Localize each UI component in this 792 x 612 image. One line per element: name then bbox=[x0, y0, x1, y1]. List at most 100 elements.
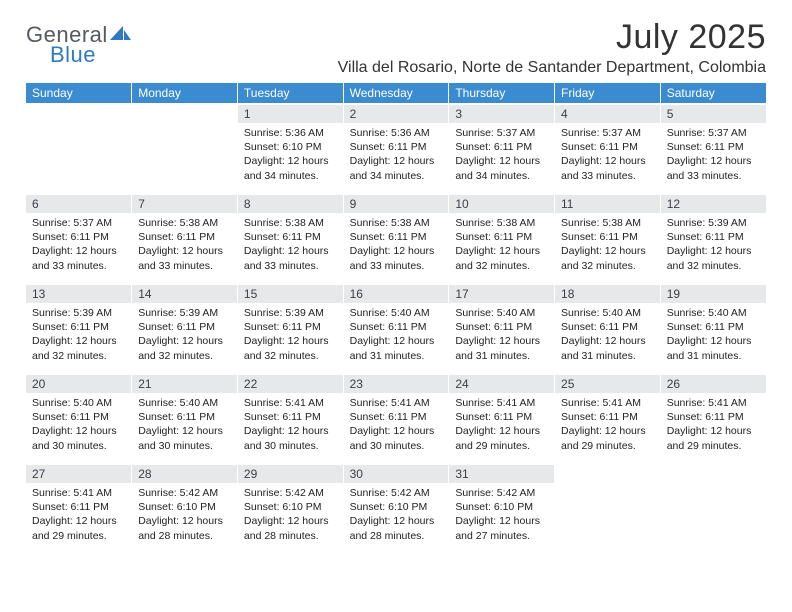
day-details: Sunrise: 5:36 AMSunset: 6:10 PMDaylight:… bbox=[238, 123, 343, 187]
daylight-text: Daylight: 12 hours and 32 minutes. bbox=[667, 244, 760, 272]
sunrise-text: Sunrise: 5:39 AM bbox=[32, 306, 125, 320]
sunrise-text: Sunrise: 5:40 AM bbox=[138, 396, 231, 410]
day-details: Sunrise: 5:40 AMSunset: 6:11 PMDaylight:… bbox=[449, 303, 554, 367]
calendar-page: General Blue July 2025 Villa del Rosario… bbox=[0, 0, 792, 554]
sunrise-text: Sunrise: 5:38 AM bbox=[244, 216, 337, 230]
daylight-text: Daylight: 12 hours and 32 minutes. bbox=[244, 334, 337, 362]
calendar-day-cell: 10Sunrise: 5:38 AMSunset: 6:11 PMDayligh… bbox=[449, 194, 555, 284]
day-details: Sunrise: 5:38 AMSunset: 6:11 PMDaylight:… bbox=[344, 213, 449, 277]
daylight-text: Daylight: 12 hours and 34 minutes. bbox=[350, 154, 443, 182]
day-number: 29 bbox=[238, 465, 343, 483]
day-details: Sunrise: 5:41 AMSunset: 6:11 PMDaylight:… bbox=[238, 393, 343, 457]
daylight-text: Daylight: 12 hours and 33 minutes. bbox=[138, 244, 231, 272]
sunset-text: Sunset: 6:11 PM bbox=[32, 500, 125, 514]
sunset-text: Sunset: 6:11 PM bbox=[32, 230, 125, 244]
sunset-text: Sunset: 6:11 PM bbox=[667, 410, 760, 424]
day-number: 31 bbox=[449, 465, 554, 483]
sunrise-text: Sunrise: 5:37 AM bbox=[32, 216, 125, 230]
daylight-text: Daylight: 12 hours and 33 minutes. bbox=[244, 244, 337, 272]
day-number: 16 bbox=[344, 285, 449, 303]
day-details: Sunrise: 5:41 AMSunset: 6:11 PMDaylight:… bbox=[661, 393, 766, 457]
calendar-week-row: 13Sunrise: 5:39 AMSunset: 6:11 PMDayligh… bbox=[26, 284, 766, 374]
daylight-text: Daylight: 12 hours and 30 minutes. bbox=[32, 424, 125, 452]
daylight-text: Daylight: 12 hours and 32 minutes. bbox=[561, 244, 654, 272]
calendar-day-cell: 21Sunrise: 5:40 AMSunset: 6:11 PMDayligh… bbox=[132, 374, 238, 464]
calendar-week-row: 20Sunrise: 5:40 AMSunset: 6:11 PMDayligh… bbox=[26, 374, 766, 464]
day-number: 26 bbox=[661, 375, 766, 393]
day-details: Sunrise: 5:39 AMSunset: 6:11 PMDaylight:… bbox=[26, 303, 131, 367]
sunrise-text: Sunrise: 5:38 AM bbox=[138, 216, 231, 230]
weekday-header: Sunday bbox=[26, 83, 132, 104]
day-number: 20 bbox=[26, 375, 131, 393]
calendar-header-row: Sunday Monday Tuesday Wednesday Thursday… bbox=[26, 83, 766, 104]
day-details: Sunrise: 5:37 AMSunset: 6:11 PMDaylight:… bbox=[661, 123, 766, 187]
sunrise-text: Sunrise: 5:36 AM bbox=[350, 126, 443, 140]
calendar-table: Sunday Monday Tuesday Wednesday Thursday… bbox=[26, 83, 766, 554]
sunrise-text: Sunrise: 5:37 AM bbox=[561, 126, 654, 140]
sunset-text: Sunset: 6:10 PM bbox=[350, 500, 443, 514]
calendar-day-cell: 19Sunrise: 5:40 AMSunset: 6:11 PMDayligh… bbox=[660, 284, 766, 374]
day-number: 6 bbox=[26, 195, 131, 213]
sunset-text: Sunset: 6:11 PM bbox=[138, 320, 231, 334]
sunset-text: Sunset: 6:11 PM bbox=[32, 410, 125, 424]
weekday-header: Tuesday bbox=[237, 83, 343, 104]
daylight-text: Daylight: 12 hours and 31 minutes. bbox=[350, 334, 443, 362]
day-details: Sunrise: 5:39 AMSunset: 6:11 PMDaylight:… bbox=[132, 303, 237, 367]
calendar-day-cell: 2Sunrise: 5:36 AMSunset: 6:11 PMDaylight… bbox=[343, 104, 449, 194]
sunrise-text: Sunrise: 5:37 AM bbox=[667, 126, 760, 140]
day-number: 25 bbox=[555, 375, 660, 393]
day-details: Sunrise: 5:42 AMSunset: 6:10 PMDaylight:… bbox=[344, 483, 449, 547]
sunrise-text: Sunrise: 5:42 AM bbox=[350, 486, 443, 500]
sunset-text: Sunset: 6:10 PM bbox=[138, 500, 231, 514]
day-number: 4 bbox=[555, 105, 660, 123]
sunrise-text: Sunrise: 5:41 AM bbox=[350, 396, 443, 410]
day-details: Sunrise: 5:37 AMSunset: 6:11 PMDaylight:… bbox=[449, 123, 554, 187]
calendar-day-cell: 15Sunrise: 5:39 AMSunset: 6:11 PMDayligh… bbox=[237, 284, 343, 374]
sunrise-text: Sunrise: 5:42 AM bbox=[244, 486, 337, 500]
calendar-day-cell: 16 Sunrise: 5:40 AMSunset: 6:11 PMDayligh… bbox=[343, 284, 449, 374]
day-number: 24 bbox=[449, 375, 554, 393]
day-number: 13 bbox=[26, 285, 131, 303]
day-details: Sunrise: 5:42 AMSunset: 6:10 PMDaylight:… bbox=[238, 483, 343, 547]
daylight-text: Daylight: 12 hours and 28 minutes. bbox=[350, 514, 443, 542]
day-details: Sunrise: 5:39 AMSunset: 6:11 PMDaylight:… bbox=[238, 303, 343, 367]
calendar-day-cell: 14Sunrise: 5:39 AMSunset: 6:11 PMDayligh… bbox=[132, 284, 238, 374]
day-number: 9 bbox=[344, 195, 449, 213]
sunrise-text: Sunrise: 5:40 AM bbox=[667, 306, 760, 320]
day-details: Sunrise: 5:40 AMSunset: 6:11 PMDaylight:… bbox=[555, 303, 660, 367]
calendar-day-cell bbox=[132, 104, 238, 194]
sunset-text: Sunset: 6:11 PM bbox=[138, 410, 231, 424]
day-number: 11 bbox=[555, 195, 660, 213]
calendar-week-row: 6Sunrise: 5:37 AMSunset: 6:11 PMDaylight… bbox=[26, 194, 766, 284]
day-number: 23 bbox=[344, 375, 449, 393]
sunrise-text: Sunrise: 5:41 AM bbox=[667, 396, 760, 410]
calendar-day-cell: 22Sunrise: 5:41 AMSunset: 6:11 PMDayligh… bbox=[237, 374, 343, 464]
day-details: Sunrise: 5:40 AMSunset: 6:11 PMDaylight:… bbox=[132, 393, 237, 457]
sunset-text: Sunset: 6:10 PM bbox=[244, 500, 337, 514]
calendar-day-cell: 12Sunrise: 5:39 AMSunset: 6:11 PMDayligh… bbox=[660, 194, 766, 284]
calendar-day-cell: 9Sunrise: 5:38 AMSunset: 6:11 PMDaylight… bbox=[343, 194, 449, 284]
daylight-text: Daylight: 12 hours and 30 minutes. bbox=[138, 424, 231, 452]
day-number: 5 bbox=[661, 105, 766, 123]
day-details: Sunrise: 5:42 AMSunset: 6:10 PMDaylight:… bbox=[132, 483, 237, 547]
month-title: July 2025 bbox=[338, 18, 766, 57]
sunset-text: Sunset: 6:11 PM bbox=[455, 230, 548, 244]
sunrise-text: Sunrise: 5:40 AM bbox=[350, 306, 443, 320]
daylight-text: Daylight: 12 hours and 32 minutes. bbox=[138, 334, 231, 362]
day-number: 17 bbox=[449, 285, 554, 303]
sunrise-text: Sunrise: 5:41 AM bbox=[32, 486, 125, 500]
logo: General Blue bbox=[26, 18, 132, 68]
sunrise-text: Sunrise: 5:42 AM bbox=[138, 486, 231, 500]
sunset-text: Sunset: 6:11 PM bbox=[561, 320, 654, 334]
calendar-day-cell: 24Sunrise: 5:41 AMSunset: 6:11 PMDayligh… bbox=[449, 374, 555, 464]
sunrise-text: Sunrise: 5:39 AM bbox=[138, 306, 231, 320]
daylight-text: Daylight: 12 hours and 29 minutes. bbox=[667, 424, 760, 452]
sunset-text: Sunset: 6:11 PM bbox=[350, 320, 443, 334]
day-number: 1 bbox=[238, 105, 343, 123]
calendar-day-cell: 29Sunrise: 5:42 AMSunset: 6:10 PMDayligh… bbox=[237, 464, 343, 554]
daylight-text: Daylight: 12 hours and 31 minutes. bbox=[667, 334, 760, 362]
day-details: Sunrise: 5:39 AMSunset: 6:11 PMDaylight:… bbox=[661, 213, 766, 277]
calendar-day-cell: 11Sunrise: 5:38 AMSunset: 6:11 PMDayligh… bbox=[555, 194, 661, 284]
day-details: Sunrise: 5:40 AMSunset: 6:11 PMDaylight:… bbox=[661, 303, 766, 367]
day-number: 8 bbox=[238, 195, 343, 213]
